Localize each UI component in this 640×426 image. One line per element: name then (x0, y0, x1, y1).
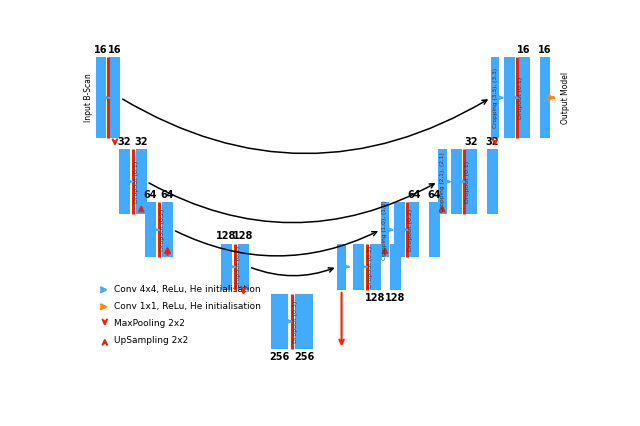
Text: 64: 64 (161, 190, 174, 200)
Bar (109, 57, 120, 138)
Text: Input B-Scan: Input B-Scan (84, 73, 93, 122)
Bar (238, 244, 249, 290)
Bar (271, 294, 288, 349)
Bar (466, 149, 477, 214)
Text: 256: 256 (294, 352, 314, 362)
Bar (408, 202, 419, 257)
Text: Cropping (1,0), (1,0): Cropping (1,0), (1,0) (383, 200, 387, 260)
Text: Cropping (3,3), (3,3): Cropping (3,3), (3,3) (493, 68, 497, 128)
Bar (390, 244, 401, 290)
Text: 128: 128 (216, 231, 237, 241)
Text: 64: 64 (407, 190, 420, 200)
Bar (370, 244, 381, 290)
Text: 64: 64 (428, 190, 441, 200)
Text: 16: 16 (94, 45, 108, 55)
Bar (491, 57, 499, 138)
Text: Conv 4x4, ReLu, He initialisation: Conv 4x4, ReLu, He initialisation (114, 285, 260, 294)
Text: Dropout (0.3): Dropout (0.3) (293, 300, 298, 343)
Bar (381, 202, 389, 257)
Bar (162, 202, 173, 257)
Text: 32: 32 (117, 137, 131, 147)
Bar (337, 244, 346, 290)
Bar (451, 149, 462, 214)
Text: 128: 128 (365, 293, 385, 303)
Bar (429, 202, 440, 257)
Text: 16: 16 (517, 45, 531, 55)
Text: Cropping (2,1), (2,1): Cropping (2,1), (2,1) (440, 152, 445, 212)
Text: Dropout (0.1): Dropout (0.1) (465, 161, 470, 203)
Bar (487, 149, 498, 214)
Text: 32: 32 (134, 137, 148, 147)
Text: 256: 256 (269, 352, 289, 362)
Text: Dropout (0.2): Dropout (0.2) (368, 246, 373, 288)
Text: Dropout (0.1): Dropout (0.1) (134, 161, 139, 203)
Bar (438, 149, 447, 214)
Bar (145, 202, 156, 257)
Text: Output Model: Output Model (561, 72, 570, 124)
Bar (504, 57, 515, 138)
Text: UpSampling 2x2: UpSampling 2x2 (114, 336, 188, 345)
Bar (353, 244, 364, 290)
Bar (540, 57, 550, 138)
Text: 32: 32 (486, 137, 499, 147)
Bar (394, 202, 404, 257)
Text: Dropout (0.2): Dropout (0.2) (161, 209, 165, 251)
Text: 128: 128 (234, 231, 253, 241)
Bar (95, 57, 106, 138)
Bar (221, 244, 232, 290)
Text: 16: 16 (108, 45, 122, 55)
Text: Conv 1x1, ReLu, He initialisation: Conv 1x1, ReLu, He initialisation (114, 302, 261, 311)
Text: 128: 128 (385, 293, 406, 303)
Text: Dropout (0.2): Dropout (0.2) (236, 246, 241, 288)
Bar (136, 149, 147, 214)
Text: Dropout (0.1): Dropout (0.1) (518, 77, 523, 119)
Bar (119, 149, 129, 214)
Bar (518, 57, 529, 138)
Text: MaxPooling 2x2: MaxPooling 2x2 (114, 319, 185, 328)
Text: Dropout (0.2): Dropout (0.2) (408, 209, 413, 251)
Text: 32: 32 (465, 137, 478, 147)
Text: 16: 16 (538, 45, 552, 55)
Text: 64: 64 (144, 190, 157, 200)
Bar (296, 294, 312, 349)
